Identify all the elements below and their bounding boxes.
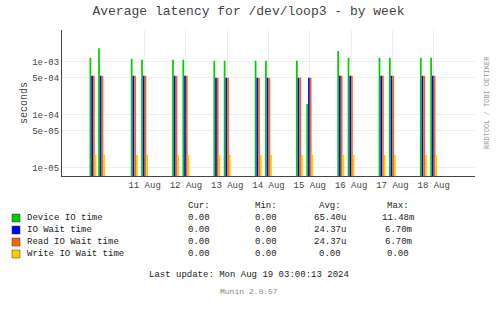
svg-text:0.00: 0.00 (188, 225, 210, 235)
svg-text:0.00: 0.00 (188, 249, 210, 259)
svg-text:1e-04: 1e-04 (32, 111, 59, 121)
svg-text:11 Aug: 11 Aug (128, 181, 160, 191)
svg-text:12 Aug: 12 Aug (170, 181, 202, 191)
svg-text:Munin 2.0.57: Munin 2.0.57 (220, 287, 278, 296)
svg-text:5e-04: 5e-04 (32, 74, 59, 84)
svg-text:Last update: Mon Aug 19 03:00:: Last update: Mon Aug 19 03:00:13 2024 (149, 270, 349, 280)
svg-text:Max:: Max: (387, 201, 409, 211)
svg-text:IO Wait time: IO Wait time (27, 225, 92, 235)
svg-text:24.37u: 24.37u (314, 237, 346, 247)
svg-text:Average latency for /dev/loop3: Average latency for /dev/loop3 - by week (92, 4, 404, 19)
svg-text:11.48m: 11.48m (382, 213, 414, 223)
svg-text:Avg:: Avg: (319, 201, 341, 211)
svg-text:Device IO time: Device IO time (27, 213, 103, 223)
svg-text:0.00: 0.00 (255, 213, 277, 223)
svg-text:1e-03: 1e-03 (32, 58, 59, 68)
svg-text:17 Aug: 17 Aug (376, 181, 408, 191)
svg-text:14 Aug: 14 Aug (252, 181, 284, 191)
svg-text:0.00: 0.00 (188, 237, 210, 247)
svg-text:0.00: 0.00 (319, 249, 341, 259)
svg-text:RRDTOOL / TOBI OETIKER: RRDTOOL / TOBI OETIKER (483, 56, 491, 149)
svg-text:0.00: 0.00 (387, 249, 409, 259)
svg-text:6.70m: 6.70m (385, 237, 412, 247)
svg-text:18 Aug: 18 Aug (417, 181, 449, 191)
svg-text:5e-05: 5e-05 (32, 127, 59, 137)
svg-text:65.40u: 65.40u (314, 213, 346, 223)
svg-text:24.37u: 24.37u (314, 225, 346, 235)
svg-text:0.00: 0.00 (255, 225, 277, 235)
svg-text:Read IO Wait time: Read IO Wait time (27, 237, 119, 247)
svg-text:Write IO Wait time: Write IO Wait time (27, 249, 124, 259)
svg-text:0.00: 0.00 (188, 213, 210, 223)
svg-text:6.70m: 6.70m (385, 225, 412, 235)
svg-text:Cur:: Cur: (188, 201, 210, 211)
svg-text:16 Aug: 16 Aug (335, 181, 367, 191)
svg-text:15 Aug: 15 Aug (294, 181, 326, 191)
svg-text:13 Aug: 13 Aug (211, 181, 243, 191)
svg-text:1e-05: 1e-05 (32, 164, 59, 174)
svg-text:seconds: seconds (19, 82, 30, 124)
svg-text:0.00: 0.00 (255, 249, 277, 259)
svg-text:Min:: Min: (255, 201, 277, 211)
svg-text:0.00: 0.00 (255, 237, 277, 247)
